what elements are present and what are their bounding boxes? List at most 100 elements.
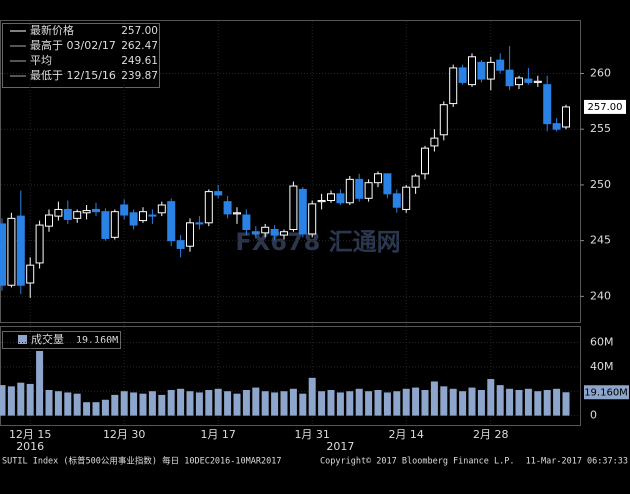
volume-bar xyxy=(487,379,495,416)
x-tick-label: 12月 30 xyxy=(103,428,146,441)
year-label: 2017 xyxy=(326,440,354,453)
candle-body xyxy=(167,201,176,242)
candle-body xyxy=(289,185,298,231)
legend-label: 最新价格 xyxy=(30,23,74,37)
volume-bar xyxy=(7,386,15,416)
volume-bar xyxy=(318,391,326,416)
candle-body xyxy=(345,178,354,204)
x-tick-label: 1月 17 xyxy=(200,428,236,441)
legend-value: 239.87 xyxy=(121,70,158,82)
x-tick-label: 12月 15 xyxy=(9,428,52,441)
volume-bar xyxy=(64,392,72,416)
candle-body xyxy=(120,204,129,216)
volume-bar xyxy=(186,391,194,416)
volume-bar xyxy=(299,393,307,416)
candle-body xyxy=(562,106,570,128)
volume-bar xyxy=(271,392,279,416)
x-tick-label: 2月 14 xyxy=(388,428,424,441)
legend-value: 257.00 xyxy=(121,25,158,37)
candle-body xyxy=(35,224,44,264)
volume-bar xyxy=(402,388,410,416)
volume-legend-icon xyxy=(18,335,27,344)
volume-bar xyxy=(0,385,6,416)
candle-body xyxy=(0,223,6,286)
candle-body xyxy=(7,217,16,286)
footer-right: 11-Mar-2017 06:37:33 xyxy=(526,457,628,467)
candle-body xyxy=(251,231,260,235)
last-price-label: 257.00 xyxy=(588,102,623,113)
volume-bar xyxy=(26,383,34,416)
candle-body xyxy=(421,147,429,175)
candle-body xyxy=(439,104,448,136)
candle-body xyxy=(16,215,25,286)
volume-bar xyxy=(252,387,260,416)
candle-body xyxy=(496,59,505,71)
candle-body xyxy=(214,191,223,196)
candle-body xyxy=(92,208,100,213)
volume-bar xyxy=(336,392,344,416)
candle-body xyxy=(26,264,35,284)
volume-bar xyxy=(449,388,457,416)
volume-bar xyxy=(261,391,269,416)
candle-body xyxy=(280,231,288,236)
candle-body xyxy=(383,173,392,195)
candle-body xyxy=(524,78,533,83)
candle-body xyxy=(45,214,53,227)
candle-body xyxy=(374,173,382,184)
candle-body xyxy=(449,67,458,105)
volume-bar xyxy=(365,391,373,416)
candle-body xyxy=(101,211,110,239)
volume-bar xyxy=(430,381,438,416)
candle-body xyxy=(157,204,166,214)
volume-bar xyxy=(36,350,44,416)
volume-bar xyxy=(477,390,485,416)
volume-bar xyxy=(158,394,166,416)
candle-body xyxy=(308,203,317,235)
candle-body xyxy=(392,193,401,208)
candle-body xyxy=(139,211,147,222)
last-volume-tag xyxy=(584,385,629,400)
candle-body xyxy=(458,67,467,83)
volume-bar xyxy=(17,382,25,416)
volume-bar xyxy=(92,402,100,416)
last-price-tag xyxy=(584,99,626,114)
volume-bar xyxy=(562,392,570,416)
watermark: FX678 汇通网 xyxy=(235,228,400,256)
volume-bar xyxy=(553,388,561,416)
candle-body xyxy=(176,240,185,249)
candle-body xyxy=(355,178,364,199)
y-tick-label: 245 xyxy=(590,234,611,247)
volume-legend-label: 成交量 xyxy=(31,332,64,346)
volume-bar xyxy=(383,392,391,416)
candle-body xyxy=(129,212,138,226)
candle-body xyxy=(110,211,119,238)
volume-bar xyxy=(327,390,335,416)
volume-bar xyxy=(421,390,429,416)
candle-body xyxy=(233,212,241,215)
volume-bar xyxy=(205,390,213,416)
candle-body xyxy=(411,175,420,188)
candle-body xyxy=(543,84,552,125)
volume-bar xyxy=(524,388,532,416)
candle-body xyxy=(148,214,157,217)
x-tick-label: 1月 31 xyxy=(294,428,330,441)
candle-body xyxy=(515,77,523,86)
x-tick-label: 2月 28 xyxy=(473,428,509,441)
candle-body xyxy=(468,56,476,86)
candle-body xyxy=(63,208,72,220)
volume-bar xyxy=(195,392,203,416)
volume-bar xyxy=(459,391,467,416)
candle-body xyxy=(552,123,561,130)
year-label: 2016 xyxy=(16,440,44,453)
volume-bar xyxy=(120,391,128,416)
volume-bar xyxy=(73,393,81,416)
volume-bar xyxy=(496,385,504,416)
volume-bar xyxy=(534,391,542,416)
legend-label: 平均 xyxy=(30,54,52,67)
candle-body xyxy=(533,80,542,83)
volume-bar xyxy=(177,388,185,416)
y-tick-label: 255 xyxy=(590,122,611,135)
candle-body xyxy=(82,210,91,214)
